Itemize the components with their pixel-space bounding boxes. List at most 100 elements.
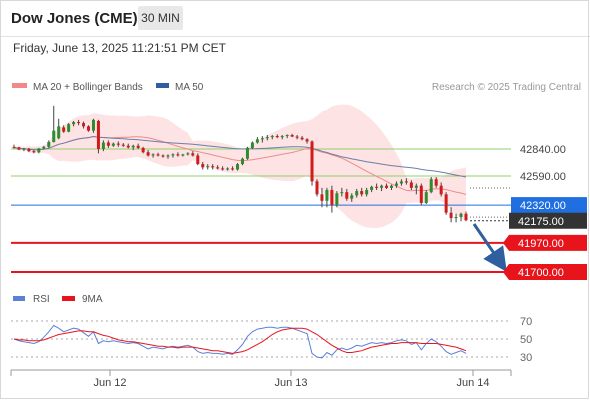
- candle-body: [156, 154, 160, 156]
- level-price-label: 42840.00: [520, 144, 566, 156]
- candle-body: [335, 193, 339, 206]
- ma9-legend-label: 9MA: [82, 294, 103, 305]
- candle-body: [265, 137, 269, 139]
- ma9-legend-swatch: [62, 296, 75, 301]
- candle-body: [226, 168, 230, 170]
- candle-body: [72, 122, 76, 125]
- candle-body: [136, 145, 140, 148]
- candle-body: [375, 186, 379, 188]
- candle-body: [146, 152, 150, 156]
- candle-body: [449, 212, 453, 219]
- candle-body: [181, 154, 185, 156]
- candle-body: [106, 142, 110, 146]
- candle-body: [444, 194, 448, 213]
- candle-body: [221, 168, 225, 170]
- candle-body: [196, 155, 200, 165]
- candle-body: [320, 194, 324, 201]
- candle-body: [429, 179, 433, 193]
- ma50-legend-swatch: [156, 83, 169, 88]
- candle-body: [394, 183, 398, 186]
- level-label-bg: [511, 141, 587, 157]
- candle-body: [305, 139, 309, 142]
- candle-body: [141, 147, 145, 153]
- candle-body: [300, 137, 304, 140]
- candle-body: [32, 151, 36, 153]
- forecast-arrow: [472, 223, 507, 272]
- rsi-line: [13, 324, 467, 359]
- candle-body: [22, 148, 26, 150]
- candle-body: [171, 154, 175, 156]
- support-price-label: 41970.00: [518, 238, 564, 250]
- ma20-legend-swatch: [12, 83, 27, 88]
- chart-legend: MA 20 + Bollinger Bands MA 50 Research ©…: [12, 82, 581, 93]
- candle-body: [47, 141, 51, 147]
- candle-body: [330, 190, 334, 206]
- research-source: Research © 2025 Trading Central: [432, 82, 581, 93]
- level-label-bg: [511, 167, 587, 184]
- rsi-legend-label: RSI: [33, 294, 50, 305]
- candle-body: [370, 186, 374, 190]
- support-label-bg: [503, 264, 587, 280]
- candle-body: [439, 185, 443, 195]
- candle-body: [389, 185, 393, 188]
- rsi-tick-label: 70: [520, 316, 532, 328]
- candle-body: [399, 181, 403, 184]
- candle-body: [101, 142, 105, 149]
- rsi-legend-swatch: [13, 296, 25, 301]
- candle-body: [96, 120, 100, 149]
- candle-body: [290, 134, 294, 137]
- rsi-legend: RSI 9MA: [13, 294, 103, 305]
- candle-body: [186, 153, 190, 155]
- level-label-bg: [511, 197, 587, 214]
- candle-body: [360, 191, 364, 195]
- candle-body: [42, 146, 46, 149]
- candle-body: [87, 126, 91, 131]
- candle-body: [350, 195, 354, 199]
- candle-body: [12, 146, 16, 148]
- x-tick-label: Jun 12: [93, 377, 126, 389]
- x-tick-label: Jun 13: [274, 377, 307, 389]
- level-price-label: 42590.00: [520, 171, 566, 183]
- rsi-tick-label: 50: [520, 334, 532, 346]
- x-tick-label: Jun 14: [456, 377, 489, 389]
- candle-body: [151, 154, 155, 156]
- ma50-legend-label: MA 50: [175, 82, 204, 93]
- candle-body: [454, 216, 458, 219]
- last-price-label: 42175.00: [518, 216, 564, 228]
- chart-header: Dow Jones (CME) 30 MIN: [0, 0, 590, 37]
- candle-body: [424, 192, 428, 203]
- candle-body: [340, 192, 344, 194]
- ma20-legend-label: MA 20 + Bollinger Bands: [33, 82, 143, 93]
- candle-body: [285, 134, 289, 137]
- candle-body: [191, 153, 195, 156]
- candle-body: [419, 185, 423, 203]
- candle-body: [121, 144, 125, 146]
- candle-body: [310, 141, 314, 182]
- candle-body: [315, 181, 319, 195]
- candle-body: [280, 136, 284, 138]
- candle-body: [176, 154, 180, 156]
- candle-body: [365, 190, 369, 195]
- candle-body: [414, 185, 418, 188]
- candle-body: [206, 166, 210, 168]
- candle-body: [245, 147, 249, 159]
- candle-body: [385, 185, 389, 188]
- candle-body: [260, 138, 264, 140]
- candle-body: [116, 143, 120, 145]
- candle-body: [27, 148, 31, 152]
- candle-body: [404, 181, 408, 183]
- candle-body: [201, 164, 205, 168]
- candle-body: [216, 167, 220, 169]
- timeframe-button[interactable]: 30 MIN: [138, 6, 183, 30]
- candle-body: [325, 190, 329, 201]
- candle-body: [57, 126, 61, 139]
- level-price-label: 42320.00: [520, 200, 566, 212]
- candle-body: [126, 145, 130, 148]
- candle-body: [459, 213, 463, 217]
- candle-body: [91, 119, 95, 131]
- candle-body: [409, 182, 413, 188]
- candle-body: [62, 127, 66, 132]
- candle-body: [52, 130, 56, 142]
- instrument-title: Dow Jones (CME): [11, 10, 138, 27]
- candle-body: [380, 185, 384, 188]
